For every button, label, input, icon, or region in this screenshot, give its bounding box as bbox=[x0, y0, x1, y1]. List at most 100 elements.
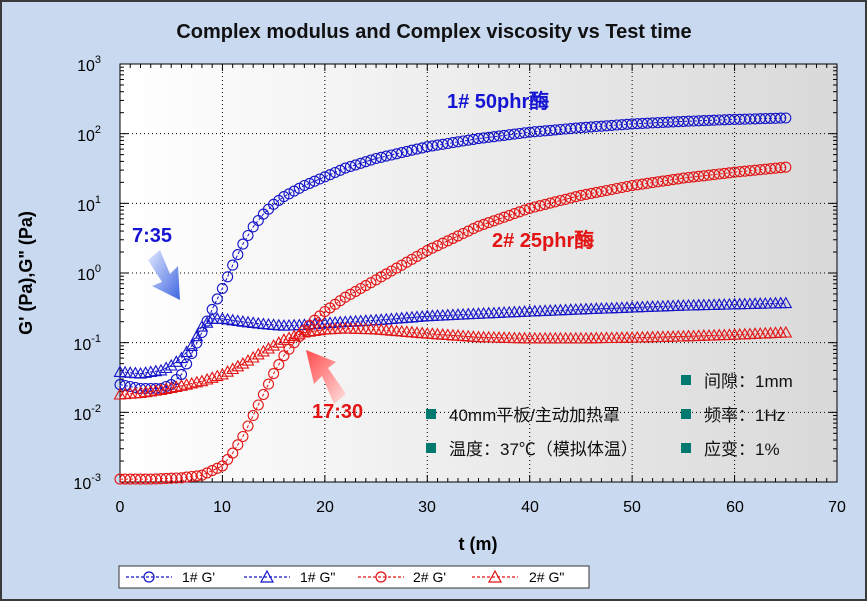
data-point-circle bbox=[186, 347, 198, 360]
data-point-circle bbox=[227, 259, 239, 271]
data-point-triangle bbox=[159, 382, 173, 394]
legend-triangle-icon bbox=[487, 569, 503, 583]
data-point-circle bbox=[227, 447, 239, 459]
data-point-circle bbox=[181, 358, 193, 370]
x-tick-label: 60 bbox=[726, 499, 744, 516]
data-point-triangle bbox=[277, 333, 291, 345]
data-point-circle bbox=[222, 271, 234, 283]
data-point-circle bbox=[314, 173, 326, 185]
data-point-circle bbox=[503, 209, 515, 221]
data-point-circle bbox=[580, 188, 592, 200]
data-point-circle bbox=[242, 420, 254, 432]
data-point-circle bbox=[775, 112, 787, 124]
data-point-circle bbox=[611, 182, 623, 195]
data-point-circle bbox=[595, 185, 607, 198]
data-point-circle bbox=[232, 439, 244, 451]
data-point-circle bbox=[119, 380, 131, 392]
data-point-circle bbox=[355, 157, 367, 169]
x-tick-label: 20 bbox=[316, 499, 334, 516]
series-line bbox=[119, 327, 786, 395]
data-point-triangle bbox=[190, 329, 204, 342]
y-tick-label: 101 bbox=[77, 194, 101, 215]
data-point-triangle bbox=[251, 347, 265, 360]
data-point-circle bbox=[421, 245, 433, 257]
data-point-circle bbox=[524, 202, 536, 214]
data-point-triangle bbox=[149, 383, 163, 396]
data-point-circle bbox=[462, 225, 474, 237]
data-point-circle bbox=[293, 182, 305, 194]
data-point-triangle bbox=[164, 358, 178, 371]
condition-marker-icon bbox=[681, 443, 691, 453]
x-tick-label: 70 bbox=[828, 499, 846, 516]
data-point-triangle bbox=[221, 365, 235, 377]
data-point-circle bbox=[565, 192, 577, 204]
y-tick-label: 10-2 bbox=[73, 403, 101, 424]
chart-title: Complex modulus and Complex viscosity vs… bbox=[176, 21, 691, 43]
data-point-circle bbox=[472, 220, 485, 232]
data-point-circle bbox=[513, 206, 526, 218]
data-point-circle bbox=[288, 185, 300, 197]
condition-frequency: 频率：1Hz bbox=[704, 406, 785, 425]
data-point-circle bbox=[380, 150, 392, 162]
data-point-circle bbox=[401, 145, 413, 157]
data-point-circle bbox=[339, 162, 351, 174]
data-point-circle bbox=[498, 211, 510, 223]
data-point-circle bbox=[191, 337, 203, 349]
data-point-circle bbox=[329, 166, 341, 179]
data-point-triangle bbox=[256, 344, 270, 357]
data-point-circle bbox=[206, 465, 218, 477]
data-point-triangle bbox=[144, 384, 158, 397]
data-point-circle bbox=[309, 175, 321, 187]
data-point-circle bbox=[232, 249, 244, 261]
data-point-triangle bbox=[195, 374, 209, 387]
y-tick-label: 10-1 bbox=[73, 333, 101, 354]
y-tick-label: 10-3 bbox=[73, 472, 101, 493]
data-point-circle bbox=[534, 200, 546, 212]
data-point-circle bbox=[621, 180, 633, 193]
data-point-circle bbox=[350, 159, 362, 171]
data-point-triangle bbox=[287, 329, 301, 342]
x-tick-label: 40 bbox=[521, 499, 539, 516]
data-point-circle bbox=[365, 154, 377, 166]
legend-label: 2# G" bbox=[529, 569, 564, 585]
data-point-triangle bbox=[236, 356, 250, 369]
series-label-2: 2# 25phr酶 bbox=[492, 228, 594, 252]
condition-marker-icon bbox=[426, 443, 436, 453]
arrow-red-icon bbox=[306, 350, 346, 404]
data-point-circle bbox=[242, 229, 254, 242]
legend-item: 2# G' bbox=[358, 569, 446, 585]
legend-item: 1# G" bbox=[244, 569, 335, 585]
data-point-triangle bbox=[226, 362, 240, 375]
data-point-circle bbox=[437, 237, 449, 249]
data-point-triangle bbox=[779, 296, 793, 309]
data-point-triangle bbox=[267, 338, 281, 351]
data-point-circle bbox=[191, 470, 203, 482]
x-tick-label: 0 bbox=[116, 499, 125, 516]
legend-triangle-icon bbox=[259, 569, 275, 583]
legend: 1# G' 1# G" 2# G' 2# G" bbox=[118, 565, 590, 589]
data-point-triangle bbox=[282, 331, 296, 344]
condition-temperature: 温度：37℃（模拟体温） bbox=[449, 440, 638, 459]
data-point-triangle bbox=[195, 319, 209, 332]
data-point-triangle bbox=[169, 355, 183, 367]
data-point-circle bbox=[319, 171, 331, 183]
data-point-circle bbox=[575, 189, 587, 201]
x-tick-labels: 0 10 20 30 40 50 60 70 bbox=[116, 499, 846, 516]
legend-label: 2# G' bbox=[413, 569, 446, 585]
data-point-circle bbox=[570, 191, 582, 203]
axis-ticks bbox=[119, 63, 838, 483]
data-point-triangle bbox=[185, 339, 199, 351]
data-point-circle bbox=[257, 388, 269, 401]
y-tick-label: 102 bbox=[77, 124, 101, 145]
data-point-triangle bbox=[190, 375, 204, 388]
condition-marker-icon bbox=[426, 409, 436, 419]
y-axis-label: G' (Pa),G" (Pa) bbox=[16, 211, 36, 335]
series-label-1: 1# 50phr酶 bbox=[447, 89, 549, 113]
data-point-circle bbox=[519, 204, 531, 216]
data-point-circle bbox=[237, 430, 249, 443]
data-point-circle bbox=[411, 250, 423, 262]
data-point-circle bbox=[124, 380, 136, 393]
data-point-circle bbox=[483, 217, 495, 229]
y-tick-label: 100 bbox=[77, 263, 101, 284]
